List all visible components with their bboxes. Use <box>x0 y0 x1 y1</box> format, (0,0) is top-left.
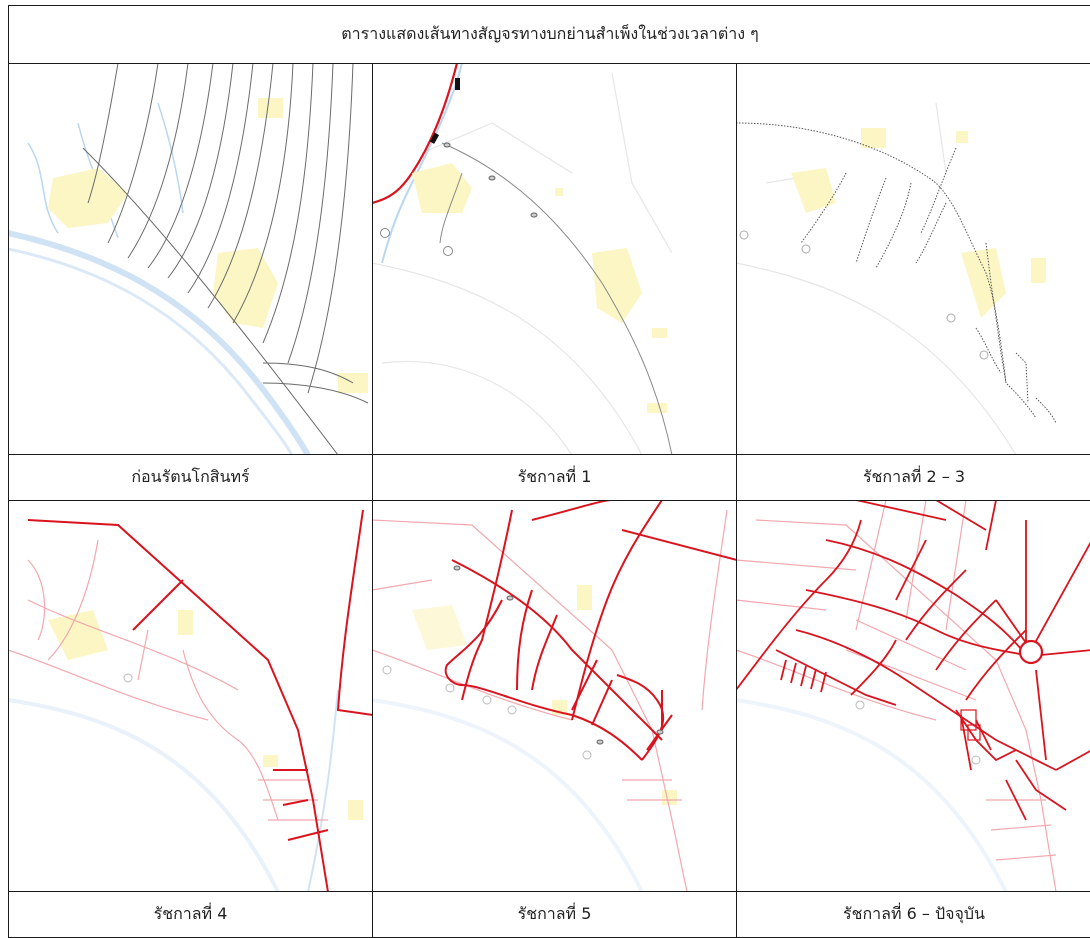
fort-circle-icon <box>382 665 392 675</box>
existing-roads <box>736 500 1057 892</box>
old-footpath <box>441 142 673 455</box>
fort-circle-icon <box>380 228 390 238</box>
map-rama-4 <box>8 509 373 892</box>
map-rama-1 <box>372 63 673 455</box>
map-panel-pre-rattanakosin <box>8 63 373 455</box>
caption-pre-rattanakosin: ก่อนรัตนโกสินทร์ <box>131 467 250 486</box>
fort-circle-icon <box>482 695 492 705</box>
fort-circle-icon <box>855 700 865 710</box>
map-panel-rama-2-3 <box>736 63 1090 455</box>
caption-rama-5: รัชกาลที่ 5 <box>517 904 592 923</box>
map-pre-rattanakosin <box>8 63 369 455</box>
map-panel-rama-4 <box>8 500 373 892</box>
table-title-cell: ตารางแสดงเส้นทางสัญจรทางบกย่านสำเพ็งในช่… <box>8 5 1090 64</box>
building-block <box>652 328 667 338</box>
grid-block <box>960 709 981 741</box>
new-roads <box>27 509 373 892</box>
fort-circle-icon <box>739 230 749 240</box>
fort-circle-icon <box>507 705 517 715</box>
fort-circle-icon <box>801 244 811 254</box>
caption-cell: รัชกาลที่ 1 <box>372 454 737 501</box>
fort-circle-icon <box>123 673 133 683</box>
building-block <box>577 585 592 610</box>
building-block <box>647 403 667 413</box>
building-block <box>258 98 283 118</box>
base-roads <box>372 72 673 455</box>
building-block <box>1031 258 1046 283</box>
building-block <box>592 248 642 323</box>
map-panel-rama-6-present <box>736 500 1090 892</box>
gate-marker-icon <box>506 595 514 601</box>
building-block <box>348 800 363 820</box>
building-block <box>956 131 968 143</box>
map-rama-2-3 <box>736 102 1057 455</box>
roundabout <box>1018 639 1044 665</box>
old-footpaths <box>82 63 369 455</box>
fort-circle-icon <box>979 350 989 360</box>
building-block <box>178 610 193 635</box>
river <box>736 698 1008 892</box>
building-block <box>48 610 108 660</box>
gate-marker-icon <box>429 132 440 144</box>
new-roads <box>444 500 737 761</box>
caption-rama-4: รัชกาลที่ 4 <box>153 904 228 923</box>
new-roads <box>736 500 1090 821</box>
gate-marker-icon <box>453 565 461 571</box>
caption-rama-1: รัชกาลที่ 1 <box>517 467 592 486</box>
map-panel-rama-5 <box>372 500 737 892</box>
building-block <box>555 188 563 196</box>
building-block <box>662 790 677 805</box>
caption-cell: รัชกาลที่ 4 <box>8 891 373 938</box>
table-title: ตารางแสดงเส้นทางสัญจรทางบกย่านสำเพ็งในช่… <box>341 24 759 43</box>
dotted-footpaths <box>736 122 1057 424</box>
canal <box>381 63 463 264</box>
map-panel-rama-1 <box>372 63 737 455</box>
gate-marker-icon <box>443 142 451 148</box>
old-footpath <box>439 172 463 244</box>
fort-circle-icon <box>445 683 455 693</box>
gate-marker-icon <box>455 78 460 90</box>
gate-marker-icon <box>596 739 604 745</box>
map-rama-5 <box>372 500 737 892</box>
existing-roads <box>372 509 728 892</box>
building-block <box>263 755 278 767</box>
building-block <box>861 128 886 148</box>
fort-circle-icon <box>443 246 453 256</box>
caption-rama-6-present: รัชกาลที่ 6 – ปัจจุบัน <box>843 904 985 923</box>
river-bank <box>8 247 294 455</box>
existing-roads <box>8 539 328 821</box>
caption-rama-2-3: รัชกาลที่ 2 – 3 <box>862 467 966 486</box>
map-rama-6-present <box>736 500 1090 892</box>
city-wall-road <box>372 63 459 205</box>
gate-marker-icon <box>656 729 664 735</box>
caption-cell: รัชกาลที่ 6 – ปัจจุบัน <box>736 891 1090 938</box>
building-block <box>412 163 472 213</box>
building-block <box>48 168 128 228</box>
building-block <box>961 248 1006 318</box>
fort-circle-icon <box>971 755 981 765</box>
building-block <box>791 168 836 213</box>
fort-circle-icon <box>946 313 956 323</box>
building-block <box>213 248 278 328</box>
river <box>372 698 644 892</box>
caption-cell: รัชกาลที่ 5 <box>372 891 737 938</box>
gate-marker-icon <box>530 212 538 218</box>
gate-marker-icon <box>488 175 496 181</box>
caption-cell: รัชกาลที่ 2 – 3 <box>736 454 1090 501</box>
river <box>8 698 280 892</box>
building-block <box>412 605 467 650</box>
caption-cell: ก่อนรัตนโกสินทร์ <box>8 454 373 501</box>
river-band <box>8 230 311 455</box>
canal <box>307 689 339 892</box>
fort-circle-icon <box>582 750 592 760</box>
